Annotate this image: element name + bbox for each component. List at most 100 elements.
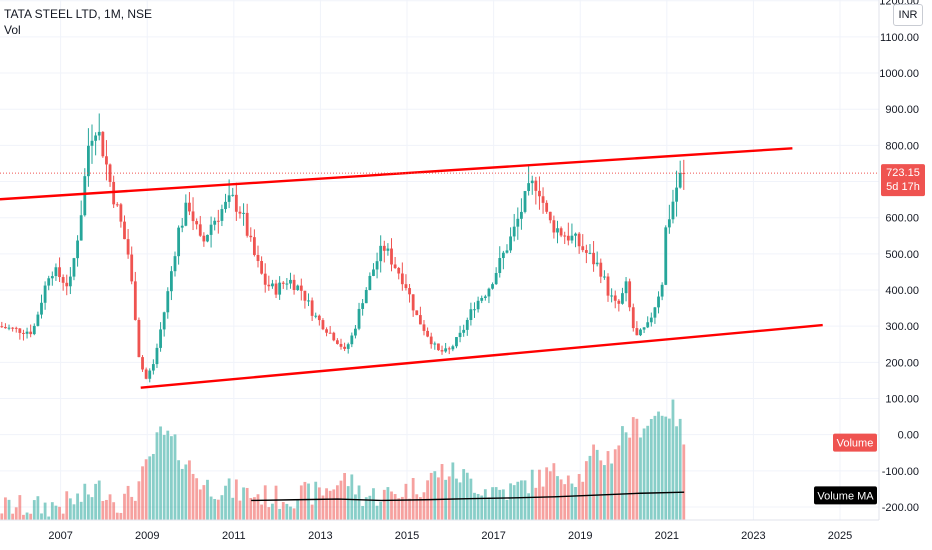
candle-body bbox=[386, 248, 390, 251]
volume-bar bbox=[520, 480, 523, 520]
candle-body bbox=[483, 296, 487, 298]
volume-bar bbox=[422, 492, 426, 520]
last-price-badge bbox=[881, 164, 925, 197]
price-tick-label: 200.00 bbox=[885, 357, 919, 369]
candle-body bbox=[227, 195, 231, 202]
candle-body bbox=[271, 283, 274, 287]
candle-body bbox=[509, 236, 512, 251]
volume-badge-label: Volume bbox=[837, 438, 874, 450]
volume-bar bbox=[603, 465, 606, 520]
candle-body bbox=[68, 276, 72, 287]
candle-body bbox=[382, 245, 386, 251]
candle-body bbox=[624, 281, 628, 294]
volume-ma-badge-label: Volume MA bbox=[817, 490, 874, 502]
volume-bar bbox=[512, 485, 516, 520]
candle-body bbox=[541, 196, 545, 203]
candle-body bbox=[198, 224, 202, 236]
volume-bar bbox=[639, 437, 642, 520]
candle-body bbox=[137, 319, 141, 358]
candle-body bbox=[426, 330, 429, 337]
volume-bar bbox=[617, 445, 621, 520]
volume-bar bbox=[364, 497, 368, 520]
candle-body bbox=[296, 285, 300, 291]
axis-badges: 723.15 5d 17h Volume Volume MA bbox=[814, 164, 925, 505]
volume-bar bbox=[213, 499, 217, 520]
volume-bar bbox=[545, 467, 549, 520]
candle-body bbox=[155, 347, 159, 365]
candle-body bbox=[570, 235, 574, 241]
volume-bar bbox=[32, 500, 36, 520]
candle-body bbox=[339, 343, 343, 347]
volume-bar bbox=[429, 472, 433, 520]
volume-bar bbox=[144, 459, 148, 520]
volume-bar bbox=[447, 476, 451, 520]
volume-bar bbox=[278, 508, 282, 520]
candle-body bbox=[660, 284, 664, 297]
price-tick-label: 1000.00 bbox=[879, 68, 919, 80]
price-tick-label: 400.00 bbox=[885, 285, 919, 297]
volume-bar bbox=[11, 513, 15, 520]
price-tick-label: -100.00 bbox=[882, 466, 919, 478]
volume-bar bbox=[195, 478, 199, 520]
candle-body bbox=[505, 250, 509, 253]
volume-bar bbox=[552, 463, 556, 520]
volume-bar bbox=[252, 497, 256, 520]
volume-bar bbox=[271, 503, 274, 520]
volume-bar bbox=[151, 453, 155, 520]
volume-bar bbox=[256, 494, 260, 520]
volume-bar bbox=[397, 498, 401, 520]
candle-body bbox=[25, 331, 29, 334]
candle-body bbox=[321, 320, 325, 330]
volume-bar bbox=[188, 460, 191, 520]
candle-body bbox=[177, 227, 181, 257]
volume-bar bbox=[343, 472, 346, 520]
candle-body bbox=[133, 281, 137, 320]
candle-body bbox=[447, 348, 451, 350]
time-tick-label: 2015 bbox=[395, 530, 419, 542]
candle-body bbox=[195, 221, 199, 225]
candle-body bbox=[310, 300, 314, 316]
currency-button[interactable]: INR bbox=[893, 4, 923, 26]
volume-bar bbox=[307, 483, 310, 520]
candle-body bbox=[581, 246, 585, 251]
candle-body bbox=[646, 322, 650, 328]
volume-bar bbox=[242, 487, 245, 520]
candle-body bbox=[108, 164, 112, 182]
candle-body bbox=[520, 211, 523, 219]
volume-bar bbox=[642, 428, 646, 520]
volume-bar bbox=[76, 493, 79, 520]
candle-body bbox=[372, 269, 375, 276]
candle-body bbox=[444, 348, 448, 352]
volume-bar bbox=[191, 473, 195, 520]
volume-bar bbox=[473, 492, 476, 520]
volume-bar bbox=[281, 502, 285, 520]
candle-body bbox=[4, 327, 7, 329]
volume-ma-badge bbox=[814, 486, 877, 505]
volume-bar bbox=[14, 507, 18, 520]
candle-body bbox=[408, 288, 411, 295]
volume-bar bbox=[180, 468, 184, 520]
volume-bar bbox=[43, 502, 47, 520]
volume-bar bbox=[68, 498, 72, 520]
volume-bar bbox=[541, 486, 545, 520]
volume-bar bbox=[321, 495, 325, 520]
volume-bar bbox=[404, 483, 408, 520]
candle-body bbox=[649, 317, 653, 323]
volume-bar bbox=[40, 513, 43, 520]
candle-body bbox=[639, 329, 642, 336]
volume-bar bbox=[660, 415, 664, 520]
last-price-value: 723.15 bbox=[886, 167, 920, 179]
volume-bar bbox=[523, 480, 527, 520]
candle-body bbox=[563, 235, 567, 237]
candle-body bbox=[256, 254, 260, 262]
candle-body bbox=[234, 194, 238, 212]
volume-badge bbox=[833, 433, 877, 452]
candle-body bbox=[126, 239, 130, 255]
candle-body bbox=[566, 235, 570, 241]
volume-bar bbox=[382, 489, 386, 520]
volume-bar bbox=[357, 485, 361, 520]
volume-bar bbox=[296, 500, 300, 520]
volume-bar bbox=[538, 469, 541, 520]
volume-bar bbox=[216, 499, 220, 520]
